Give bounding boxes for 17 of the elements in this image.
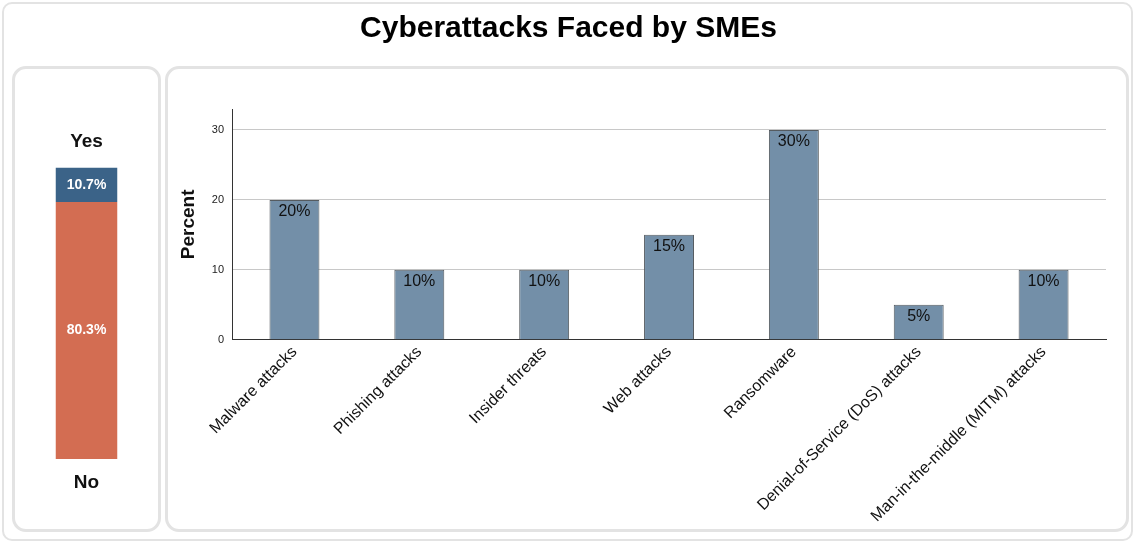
data-label: 5% bbox=[907, 307, 931, 325]
y-axis-title: Percent bbox=[176, 188, 198, 260]
y-tick-label: 20 bbox=[211, 192, 225, 205]
data-label: 10% bbox=[528, 272, 561, 290]
y-tick-label: 30 bbox=[211, 123, 225, 135]
series-label: Yes bbox=[70, 130, 103, 152]
data-label: 10.7% bbox=[66, 175, 107, 192]
y-tick-label: 10 bbox=[211, 262, 225, 275]
chart-title: Cyberattacks Faced by SMEs bbox=[359, 10, 778, 44]
data-label: 20% bbox=[278, 202, 311, 220]
data-label: 10% bbox=[403, 272, 436, 290]
data-label: 15% bbox=[653, 237, 686, 255]
y-tick-label: 0 bbox=[217, 332, 225, 345]
series-label: No bbox=[73, 471, 100, 493]
data-label: 10% bbox=[1027, 272, 1060, 290]
data-label: 30% bbox=[777, 132, 810, 150]
data-label: 80.3% bbox=[66, 321, 107, 338]
